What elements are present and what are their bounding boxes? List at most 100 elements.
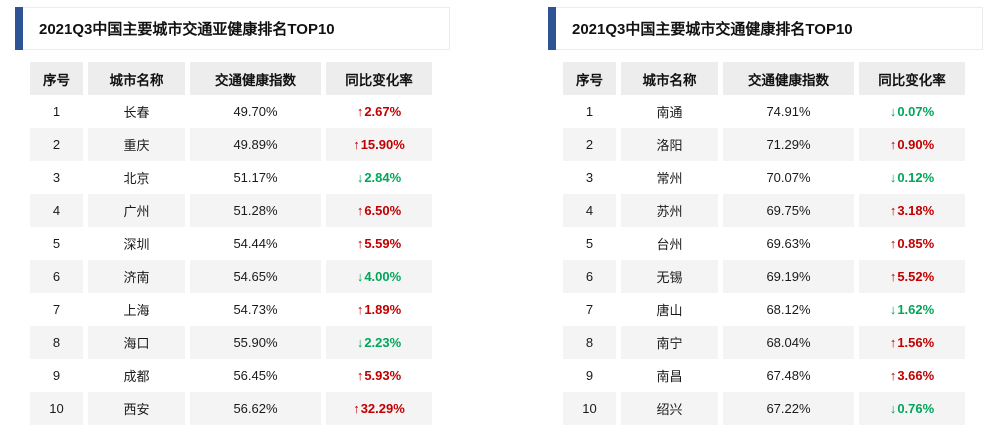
city-cell: 济南 (88, 260, 185, 293)
change-value: 32.29% (360, 401, 405, 416)
city-column-header: 城市名称 (88, 62, 185, 95)
trend-down-icon: ↓ (356, 335, 364, 350)
city-cell: 上海 (123, 303, 150, 318)
rank-cell: 8 (30, 326, 83, 359)
table-row: 4 广州 51.28% ↑ 6.50% (30, 194, 433, 227)
trend-down-icon: ↓ (356, 269, 364, 284)
index-column-header: 交通健康指数 (190, 62, 321, 95)
table-row: 9 成都 56.45% ↑ 5.93% (30, 359, 433, 392)
table-header-row: 序号 城市名称 交通健康指数 同比变化率 (30, 62, 433, 95)
change-value: 2.84% (364, 170, 402, 185)
rank-cell: 4 (563, 194, 616, 227)
rank-cell: 10 (30, 392, 83, 425)
table-row: 8 南宁 68.04% ↑ 1.56% (563, 326, 966, 359)
trend-up-icon: ↑ (889, 203, 897, 218)
index-cell: 54.65% (190, 260, 321, 293)
index-cell: 69.75% (723, 194, 854, 227)
rank-cell: 1 (52, 104, 61, 119)
rank-cell: 2 (563, 128, 616, 161)
table-row: 5 深圳 54.44% ↑ 5.59% (30, 227, 433, 260)
table-row: 7 上海 54.73% ↑ 1.89% (30, 293, 433, 326)
table-row: 3 北京 51.17% ↓ 2.84% (30, 161, 433, 194)
index-cell: 54.44% (233, 236, 278, 251)
change-value: 5.59% (364, 236, 402, 251)
change-cell: ↓ 1.62% (859, 293, 965, 326)
city-cell: 广州 (88, 194, 185, 227)
city-cell: 重庆 (88, 128, 185, 161)
index-cell: 56.45% (233, 368, 278, 383)
change-cell: ↑ 2.67% (326, 95, 432, 128)
change-value: 15.90% (360, 137, 405, 152)
index-cell: 49.70% (233, 104, 278, 119)
change-value: 3.18% (897, 203, 935, 218)
trend-down-icon: ↓ (889, 104, 897, 119)
index-cell: 51.17% (233, 170, 278, 185)
table-row: 8 海口 55.90% ↓ 2.23% (30, 326, 433, 359)
index-cell: 71.29% (723, 128, 854, 161)
city-cell: 绍兴 (621, 392, 718, 425)
index-cell: 70.07% (766, 170, 811, 185)
rank-cell: 2 (30, 128, 83, 161)
rank-cell: 4 (30, 194, 83, 227)
change-cell: ↑ 15.90% (326, 128, 432, 161)
city-cell: 南昌 (656, 369, 683, 384)
change-value: 3.66% (897, 368, 935, 383)
table-row: 9 南昌 67.48% ↑ 3.66% (563, 359, 966, 392)
city-cell: 常州 (656, 171, 683, 186)
change-cell: ↑ 5.52% (859, 260, 965, 293)
table-row: 7 唐山 68.12% ↓ 1.62% (563, 293, 966, 326)
table-row: 6 无锡 69.19% ↑ 5.52% (563, 260, 966, 293)
trend-up-icon: ↑ (356, 203, 364, 218)
index-cell: 69.19% (723, 260, 854, 293)
trend-up-icon: ↑ (353, 401, 360, 416)
rank-cell: 8 (563, 326, 616, 359)
title-accent-bar (548, 7, 556, 50)
change-cell: ↑ 3.18% (859, 194, 965, 227)
trend-up-icon: ↑ (353, 137, 360, 152)
city-cell: 长春 (123, 105, 150, 120)
change-column-header: 同比变化率 (326, 62, 432, 95)
change-value: 2.23% (364, 335, 402, 350)
change-value: 0.76% (897, 401, 935, 416)
change-value: 5.93% (364, 368, 402, 383)
health-ranking-panel: 2021Q3中国主要城市交通健康排名TOP10 序号 城市名称 交通健康指数 同… (548, 7, 983, 425)
subhealth-ranking-table: 序号 城市名称 交通健康指数 同比变化率 1 长春 49.70% ↑ 2.67%… (30, 62, 433, 425)
city-cell: 无锡 (621, 260, 718, 293)
change-value: 0.85% (897, 236, 935, 251)
city-cell: 深圳 (123, 237, 150, 252)
trend-up-icon: ↑ (356, 368, 364, 383)
city-cell: 南通 (656, 105, 683, 120)
subhealth-title-block: 2021Q3中国主要城市交通亚健康排名TOP10 (15, 7, 450, 50)
title-box: 2021Q3中国主要城市交通亚健康排名TOP10 (23, 7, 450, 50)
title-box: 2021Q3中国主要城市交通健康排名TOP10 (556, 7, 983, 50)
trend-up-icon: ↑ (356, 302, 364, 317)
table-row: 3 常州 70.07% ↓ 0.12% (563, 161, 966, 194)
rank-cell: 5 (52, 236, 61, 251)
rank-cell: 6 (563, 260, 616, 293)
change-cell: ↓ 2.23% (326, 326, 432, 359)
table-row: 2 重庆 49.89% ↑ 15.90% (30, 128, 433, 161)
rank-column-header: 序号 (30, 62, 83, 95)
change-cell: ↑ 0.85% (859, 227, 965, 260)
subhealth-ranking-panel: 2021Q3中国主要城市交通亚健康排名TOP10 序号 城市名称 交通健康指数 … (15, 7, 450, 425)
rank-cell: 3 (585, 170, 594, 185)
table-header-row: 序号 城市名称 交通健康指数 同比变化率 (563, 62, 966, 95)
rank-cell: 10 (563, 392, 616, 425)
city-cell: 苏州 (621, 194, 718, 227)
trend-up-icon: ↑ (889, 269, 897, 284)
change-value: 1.89% (364, 302, 402, 317)
table-row: 5 台州 69.63% ↑ 0.85% (563, 227, 966, 260)
change-value: 4.00% (364, 269, 402, 284)
change-cell: ↑ 0.90% (859, 128, 965, 161)
change-value: 1.62% (897, 302, 935, 317)
table-row: 1 长春 49.70% ↑ 2.67% (30, 95, 433, 128)
city-cell: 成都 (123, 369, 150, 384)
change-value: 0.90% (897, 137, 935, 152)
change-value: 2.67% (364, 104, 402, 119)
change-cell: ↑ 3.66% (859, 359, 965, 392)
change-value: 6.50% (364, 203, 402, 218)
health-ranking-table: 序号 城市名称 交通健康指数 同比变化率 1 南通 74.91% ↓ 0.07%… (563, 62, 966, 425)
title-accent-bar (15, 7, 23, 50)
city-cell: 唐山 (656, 303, 683, 318)
city-cell: 西安 (88, 392, 185, 425)
